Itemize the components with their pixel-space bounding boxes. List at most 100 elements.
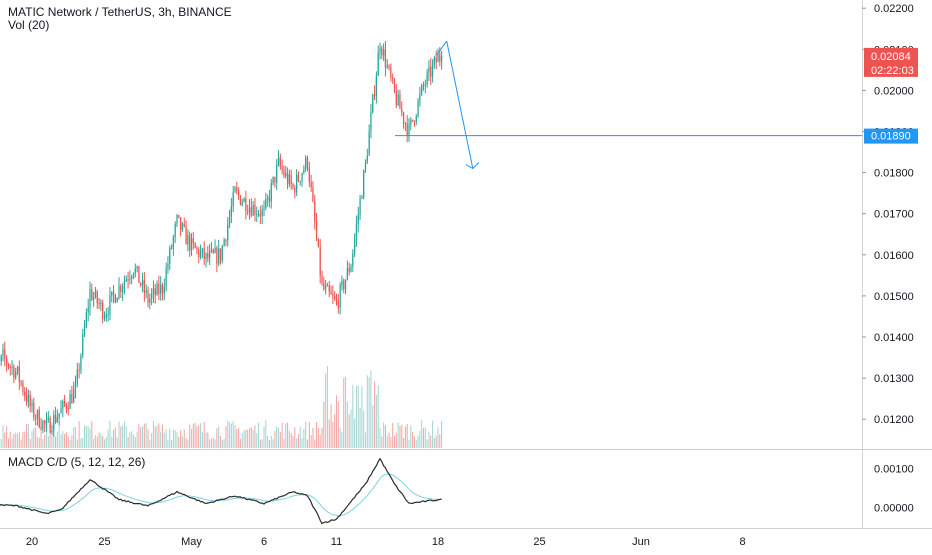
candle-body <box>242 202 243 205</box>
volume-bar <box>220 436 221 448</box>
volume-bar <box>234 425 235 448</box>
volume-bar <box>97 437 98 448</box>
candle-body <box>330 292 331 295</box>
volume-bar <box>238 428 239 448</box>
volume-bar <box>383 422 384 448</box>
candle-body <box>68 408 69 409</box>
volume-bar <box>91 421 92 448</box>
volume-bar <box>329 419 330 448</box>
volume-bar <box>193 424 194 448</box>
candle-body <box>111 292 112 296</box>
volume-bar <box>71 436 72 448</box>
volume-bar <box>80 438 81 448</box>
volume-bar <box>265 420 266 448</box>
volume-bar <box>296 438 297 448</box>
volume-bar <box>120 427 121 449</box>
candle-body <box>75 383 76 389</box>
candle-body <box>107 314 108 315</box>
candle-body <box>296 175 297 193</box>
volume-bar <box>381 436 382 448</box>
volume-bar <box>403 438 404 448</box>
candle-body <box>372 94 373 112</box>
volume-bar <box>287 423 288 448</box>
macd-legend: MACD C/D (5, 12, 12, 26) <box>8 455 145 469</box>
candle-body <box>84 327 85 334</box>
candle-body <box>243 198 244 202</box>
candle-body <box>86 312 87 326</box>
candle-body <box>416 116 417 122</box>
volume-bar <box>215 439 216 448</box>
candle-body <box>283 170 284 176</box>
candle-body <box>236 188 237 191</box>
candle-body <box>109 295 110 314</box>
candle-body <box>305 158 306 170</box>
candle-body <box>352 253 353 266</box>
volume-bar <box>341 432 342 448</box>
volume-bar <box>302 438 303 448</box>
candle-body <box>417 100 418 116</box>
volume-bar <box>15 433 16 448</box>
volume-bar <box>428 432 429 448</box>
candle-body <box>320 247 321 276</box>
candle-body <box>397 95 398 105</box>
candle-body <box>193 238 194 243</box>
candle-body <box>95 291 96 297</box>
volume-bar <box>439 434 440 448</box>
candle-body <box>93 297 94 300</box>
volume-bar <box>73 428 74 448</box>
candle-body <box>102 302 103 318</box>
volume-bar <box>17 434 18 448</box>
volume-bar <box>244 431 245 448</box>
candle-body <box>231 206 232 216</box>
volume-bar <box>64 434 65 448</box>
candle-body <box>178 215 179 217</box>
volume-bar <box>233 421 234 448</box>
volume-bar <box>336 395 337 448</box>
candle-body <box>265 199 266 208</box>
price-tick-label: 0.01300 <box>874 373 914 385</box>
chart-title: MATIC Network / TetherUS, 3h, BINANCE <box>8 5 232 19</box>
candle-body <box>44 421 45 424</box>
volume-bar <box>247 430 248 448</box>
volume-bar <box>84 426 85 448</box>
candle-body <box>329 286 330 292</box>
candle-body <box>180 217 181 230</box>
volume-bar <box>253 430 254 448</box>
volume-bar <box>408 440 409 448</box>
volume-bar <box>30 439 31 448</box>
candle-body <box>298 175 299 181</box>
volume-bar <box>283 439 284 448</box>
candle-body <box>252 205 253 216</box>
candle-body <box>51 431 52 433</box>
candle-body <box>127 279 128 280</box>
volume-bar <box>26 424 27 448</box>
candle-body <box>247 212 248 213</box>
candle-body <box>48 418 49 420</box>
candle-body <box>198 249 199 257</box>
candle-body <box>316 222 317 239</box>
candle-body <box>300 181 301 182</box>
candle-body <box>336 299 337 302</box>
candle-body <box>403 112 404 123</box>
candle-body <box>220 249 221 261</box>
candle-body <box>19 366 20 381</box>
candle-body <box>245 198 246 211</box>
candle-body <box>31 403 32 406</box>
candle-body <box>189 235 190 251</box>
volume-bar <box>294 427 295 448</box>
volume-bar <box>157 425 158 448</box>
candle-body <box>49 418 50 433</box>
volume-bar <box>434 438 435 448</box>
candle-body <box>24 392 25 396</box>
candle-body <box>356 224 357 239</box>
candle-body <box>202 248 203 252</box>
candle-body <box>274 177 275 183</box>
candle-body <box>262 209 263 216</box>
candle-body <box>358 214 359 223</box>
volume-bar <box>146 423 147 448</box>
macd-tick-label: 0.00100 <box>874 464 914 476</box>
candle-body <box>6 358 7 364</box>
volume-bar <box>390 437 391 448</box>
volume-bar <box>28 424 29 448</box>
